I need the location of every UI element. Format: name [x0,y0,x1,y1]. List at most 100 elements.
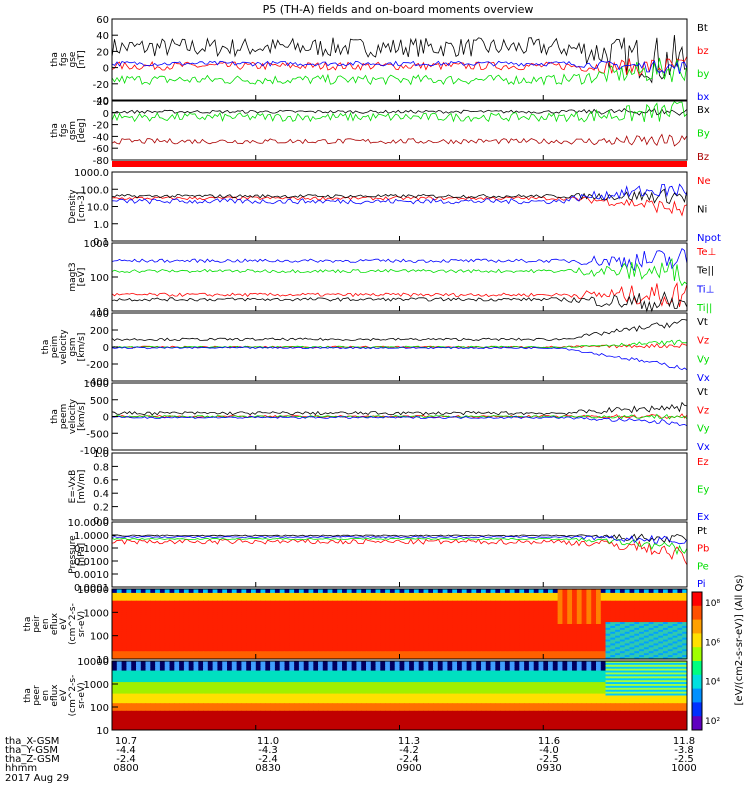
heatmap-cell [519,633,525,637]
heatmap-cell [116,592,123,596]
heatmap-cell [332,610,338,613]
heatmap-cell [442,653,448,656]
heatmap-cell [615,661,621,664]
heatmap-cell [538,627,544,631]
heatmap-cell [212,662,218,666]
heatmap-cell [409,631,415,635]
heatmap-cell [260,633,266,637]
heatmap-cell [217,608,223,611]
heatmap-cell [452,616,458,619]
heatmap-cell [576,604,583,607]
heatmap-cell [509,620,515,623]
heatmap-cell [543,590,549,594]
heatmap-cell [413,589,420,592]
heatmap-cell [145,614,151,617]
heatmap-cell [121,645,127,648]
heatmap-cell [145,657,151,660]
heatmap-cell [140,624,147,627]
heatmap-cell [519,651,525,654]
heatmap-cell [217,643,223,646]
heatmap-cell [581,600,587,604]
heatmap-cell [140,610,147,613]
heatmap-cell [385,606,391,609]
heatmap-cell [605,614,611,617]
heatmap-cell [485,637,492,640]
heatmap-cell [294,657,300,660]
heatmap-cell [394,622,400,625]
heatmap-cell [112,649,118,652]
heatmap-cell [500,612,506,615]
heatmap-cell [519,655,525,658]
y-axis-label: tha [50,52,60,67]
heatmap-cell [634,590,640,594]
heatmap-cell [145,664,151,668]
heatmap-cell [366,657,372,660]
heatmap-cell [639,645,645,648]
heatmap-cell [557,651,563,654]
heatmap-cell [294,598,300,602]
heatmap-cell [389,614,396,617]
heatmap-cell [610,624,616,627]
heatmap-cell [385,662,391,666]
heatmap-cell [485,594,492,598]
heatmap-cell [136,653,142,656]
heatmap-cell [548,612,554,615]
heatmap-cell [361,633,367,637]
heatmap-cell [639,657,645,660]
heatmap-cell [567,592,573,596]
heatmap-cell [557,614,563,617]
heatmap-cell [658,604,664,607]
heatmap-cell [466,614,472,617]
heatmap-cell [375,612,381,615]
heatmap-cell [586,610,592,613]
heatmap-cell [457,645,463,648]
heatmap-cell [112,610,118,613]
heatmap-cell [399,589,405,592]
heatmap-cell [294,594,300,598]
heatmap-cell [159,610,166,613]
heatmap-cell [639,590,645,594]
heatmap-cell [658,592,664,596]
heatmap-cell [629,629,635,633]
heatmap-cell [600,602,607,605]
heatmap-cell [658,594,664,598]
heatmap-cell [260,606,266,609]
heatmap-cell [658,645,664,648]
heatmap-cell [313,606,319,609]
heatmap-cell [270,637,276,640]
heatmap-cell [581,639,587,642]
heatmap-cell [179,612,185,615]
heatmap-cell [471,639,477,642]
heatmap-cell [265,625,271,629]
heatmap-cell [447,610,453,613]
heatmap-cell [313,596,319,600]
heatmap-cell [145,635,151,639]
heatmap-cell [140,629,147,633]
heatmap-cell [643,631,650,635]
heatmap-cell [399,657,405,660]
heatmap-cell [198,655,204,658]
heatmap-cell [533,592,539,596]
heatmap-cell [509,629,515,633]
heatmap-cell [294,629,300,633]
heatmap-cell [126,589,132,592]
heatmap-cell [404,596,410,600]
heatmap-cell [667,657,674,660]
heatmap-cell [159,664,166,668]
heatmap-cell [198,666,204,670]
heatmap-cell [610,627,616,631]
heatmap-cell [413,592,420,596]
heatmap-cell [394,633,400,637]
heatmap-cell [423,664,429,668]
heatmap-cell [346,602,353,605]
heatmap-cell [610,620,616,623]
heatmap-cell [581,598,587,602]
heatmap-cell [361,600,367,604]
heatmap-cell [485,643,492,646]
heatmap-cell [318,657,324,660]
heatmap-cell [155,637,161,640]
heatmap-cell [663,662,669,666]
heatmap-cell [404,610,410,613]
heatmap-cell [251,624,257,627]
heatmap-cell [404,590,410,594]
